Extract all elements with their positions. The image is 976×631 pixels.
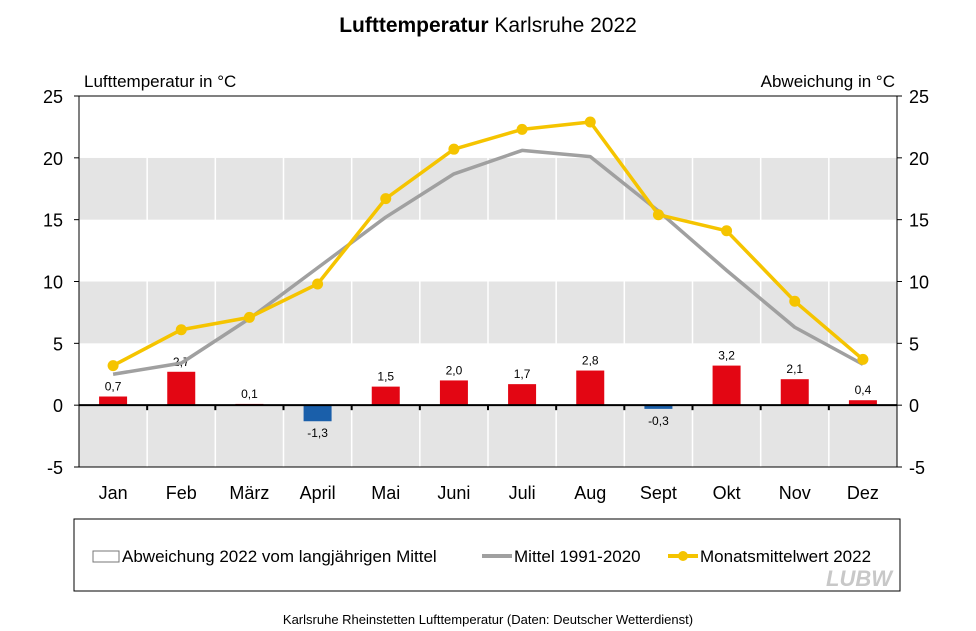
point-Jan	[107, 360, 119, 372]
y-tick-label-left: 5	[53, 334, 63, 354]
point-Sept	[652, 209, 664, 221]
y-axis-left-label: Lufttemperatur in °C	[84, 72, 236, 91]
chart-title: Lufttemperatur Karlsruhe 2022	[339, 14, 637, 37]
bar-Juni	[439, 380, 468, 406]
line-mean	[112, 148, 864, 376]
y-tick-label-right: 10	[909, 273, 929, 293]
bar-label: 1,7	[514, 367, 531, 381]
point-Feb	[175, 324, 187, 336]
bar-Jan	[99, 396, 128, 406]
x-tick-label: Sept	[640, 483, 677, 503]
y-tick-label-left: 15	[43, 211, 63, 231]
y-tick-label-right: 20	[909, 149, 929, 169]
x-tick-label: Nov	[779, 483, 811, 503]
point-April	[312, 278, 324, 290]
bar-label: 2,8	[582, 354, 599, 368]
x-tick-label: Juni	[437, 483, 470, 503]
point-Juli	[516, 123, 528, 135]
bar-Aug	[576, 370, 605, 406]
y-tick-label-right: 5	[909, 334, 919, 354]
x-tick-label: März	[229, 483, 269, 503]
y-tick-label-left: 25	[43, 87, 63, 107]
bar-Nov	[780, 379, 809, 406]
legend-mean-label: Mittel 1991-2020	[514, 547, 641, 566]
y-tick-label-right: 25	[909, 87, 929, 107]
y-tick-label-left: 20	[43, 149, 63, 169]
legend-bar-label: Abweichung 2022 vom langjährigen Mittel	[122, 547, 437, 566]
bar-label: 3,2	[718, 349, 735, 363]
lubw-logo: LUBW	[826, 566, 894, 591]
bar-Juli	[508, 384, 537, 406]
y-tick-label-left: 0	[53, 396, 63, 416]
x-tick-label: Okt	[713, 483, 741, 503]
x-tick-label: Juli	[509, 483, 536, 503]
bar-label: -1,3	[307, 426, 328, 440]
point-Okt	[721, 225, 733, 237]
point-Mai	[380, 193, 392, 205]
bar-label: 2,0	[446, 363, 463, 377]
bar-label: -0,3	[648, 414, 669, 428]
point-März	[243, 311, 255, 323]
y-tick-label-right: -5	[909, 458, 925, 478]
x-tick-label: Dez	[847, 483, 879, 503]
bar-April	[303, 405, 332, 422]
y-tick-label-right: 0	[909, 396, 919, 416]
x-tick-label: Mai	[371, 483, 400, 503]
x-tick-label: Feb	[166, 483, 197, 503]
point-Nov	[789, 295, 801, 307]
bar-label: 0,4	[855, 383, 872, 397]
point-Dez	[857, 353, 869, 365]
point-Aug	[584, 116, 596, 128]
y-tick-label-left: -5	[47, 458, 63, 478]
bar-Okt	[712, 365, 741, 406]
x-tick-label: Aug	[574, 483, 606, 503]
bar-Feb	[167, 371, 196, 406]
bar-label: 0,7	[105, 380, 122, 394]
legend-bar-swatch	[92, 550, 120, 563]
y-tick-label-right: 15	[909, 211, 929, 231]
source-note: Karlsruhe Rheinstetten Lufttemperatur (D…	[283, 612, 693, 627]
x-tick-label: April	[300, 483, 336, 503]
bar-label: 0,1	[241, 387, 258, 401]
bar-label: 2,1	[786, 362, 803, 376]
point-Juni	[448, 143, 460, 155]
x-tick-label: Jan	[99, 483, 128, 503]
bar-label: 1,5	[377, 370, 394, 384]
line-monthly	[112, 120, 865, 368]
bar-Dez	[848, 400, 877, 406]
bar-Mai	[371, 386, 400, 406]
bar-Sept	[644, 405, 673, 409]
legend-monthly-label: Monatsmittelwert 2022	[700, 547, 871, 566]
y-tick-label-left: 10	[43, 273, 63, 293]
y-axis-right-label: Abweichung in °C	[761, 72, 895, 91]
legend-monthly-marker	[678, 551, 688, 561]
